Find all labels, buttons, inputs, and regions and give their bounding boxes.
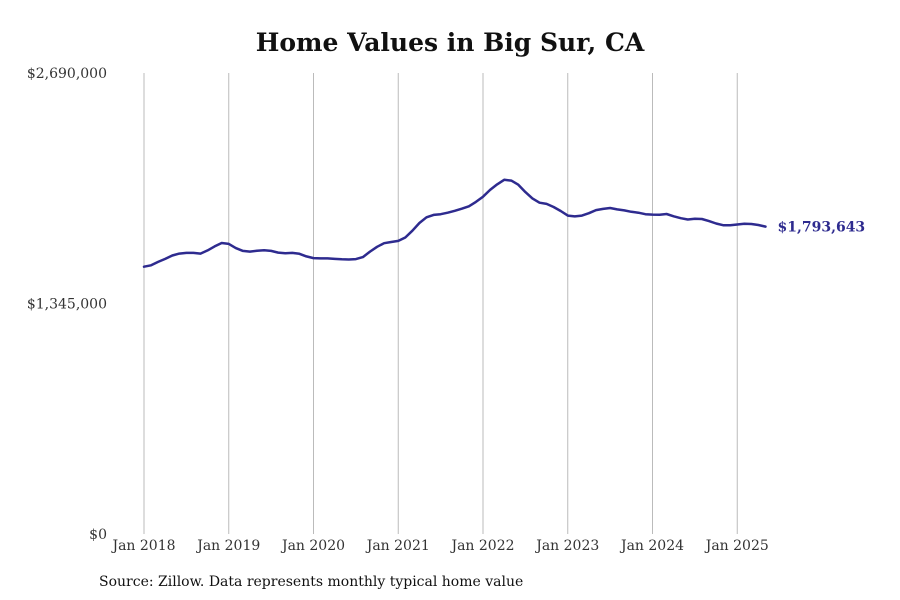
series-layer: $1,793,643 bbox=[142, 178, 866, 268]
gridlines bbox=[143, 73, 738, 534]
x-tick-label: Jan 2025 bbox=[704, 538, 769, 554]
x-tick-label: Jan 2020 bbox=[280, 538, 345, 554]
x-tick-label: Jan 2024 bbox=[619, 538, 684, 554]
y-tick-label: $2,690,000 bbox=[27, 66, 107, 82]
chart-title: Home Values in Big Sur, CA bbox=[255, 28, 645, 57]
y-tick-label: $1,345,000 bbox=[27, 297, 107, 313]
x-tick-label: Jan 2021 bbox=[365, 538, 430, 554]
x-tick-label: Jan 2018 bbox=[110, 538, 175, 554]
x-axis-ticks: Jan 2018 Jan 2019 Jan 2020 Jan 2021 Jan 2022… bbox=[110, 538, 768, 554]
x-tick-label: Jan 2022 bbox=[449, 538, 514, 554]
x-tick-label: Jan 2019 bbox=[195, 538, 260, 554]
y-axis-ticks: $0 $1,345,000 $2,690,000 bbox=[27, 66, 107, 543]
source-note: Source: Zillow. Data represents monthly … bbox=[99, 574, 524, 590]
y-tick-label: $0 bbox=[89, 527, 107, 543]
series-line bbox=[142, 178, 767, 268]
end-value-label: $1,793,643 bbox=[778, 220, 866, 236]
x-tick-label: Jan 2023 bbox=[534, 538, 599, 554]
